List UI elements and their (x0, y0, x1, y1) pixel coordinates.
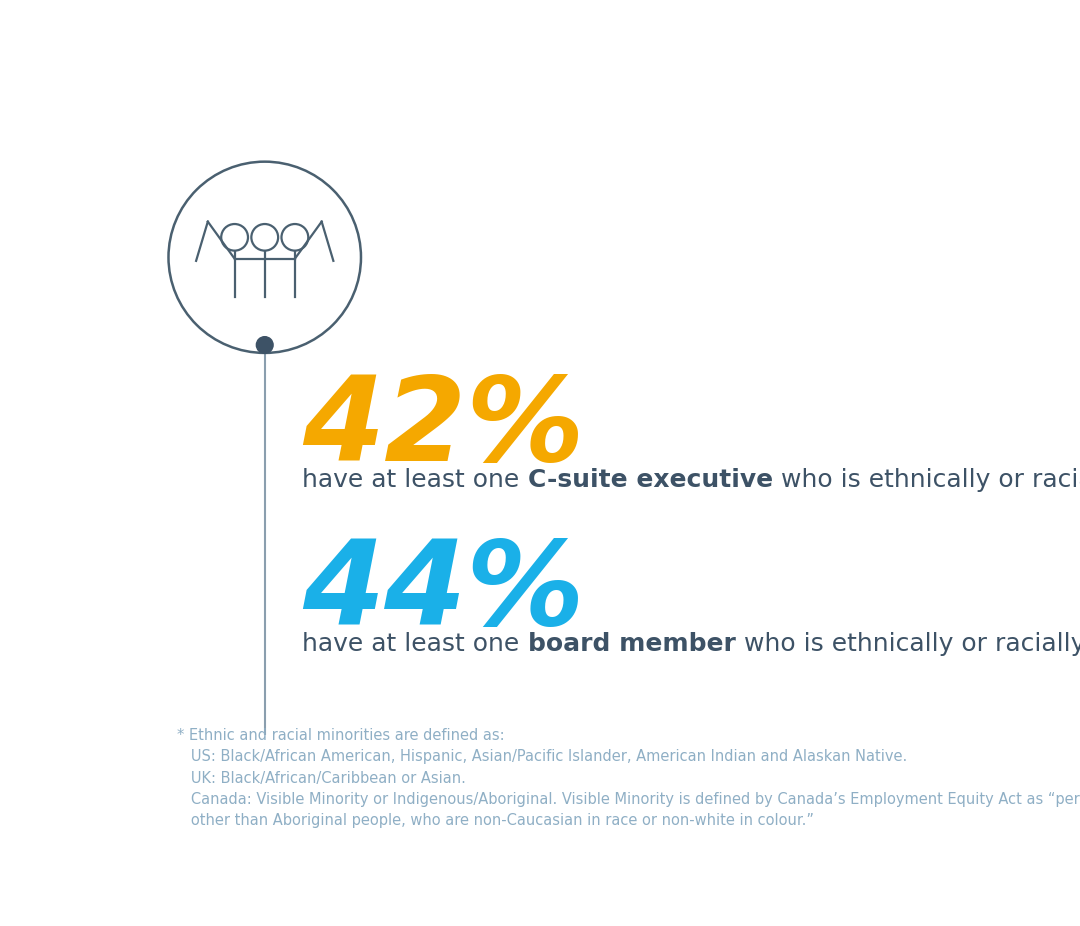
Text: UK: Black/African/Caribbean or Asian.: UK: Black/African/Caribbean or Asian. (177, 770, 465, 785)
Text: board member: board member (528, 632, 735, 656)
Text: have at least one: have at least one (302, 468, 528, 492)
Text: * Ethnic and racial minorities are defined as:: * Ethnic and racial minorities are defin… (177, 728, 504, 743)
Text: 44%: 44% (302, 535, 585, 650)
Text: Canada: Visible Minority or Indigenous/Aboriginal. Visible Minority is defined b: Canada: Visible Minority or Indigenous/A… (177, 792, 1080, 807)
Text: have at least one: have at least one (302, 632, 528, 656)
Text: other than Aboriginal people, who are non-Caucasian in race or non-white in colo: other than Aboriginal people, who are no… (177, 813, 814, 829)
Ellipse shape (256, 337, 273, 354)
Text: 42%: 42% (302, 371, 585, 486)
Text: C-suite executive: C-suite executive (528, 468, 773, 492)
Text: who is ethnically or racially diverse: who is ethnically or racially diverse (773, 468, 1080, 492)
Text: US: Black/African American, Hispanic, Asian/Pacific Islander, American Indian an: US: Black/African American, Hispanic, As… (177, 749, 907, 764)
Text: who is ethnically or racially diverse: who is ethnically or racially diverse (735, 632, 1080, 656)
